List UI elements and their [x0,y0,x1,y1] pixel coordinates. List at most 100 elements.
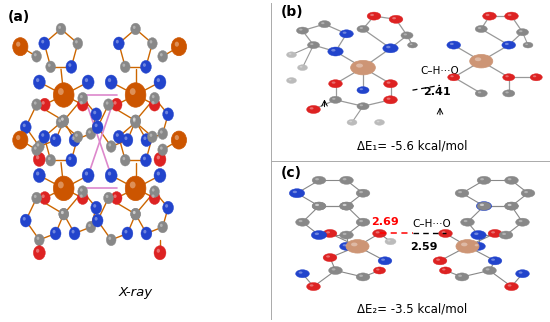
Circle shape [471,231,486,240]
Circle shape [499,231,513,239]
Text: (c): (c) [280,166,301,180]
Circle shape [315,204,319,206]
Circle shape [323,229,337,238]
Circle shape [36,156,39,159]
Circle shape [491,259,495,261]
Circle shape [329,80,342,88]
Circle shape [151,101,155,105]
Circle shape [152,188,155,192]
Circle shape [133,119,135,122]
Circle shape [478,27,481,29]
Circle shape [315,178,319,180]
Circle shape [356,189,370,197]
Circle shape [61,118,64,121]
Circle shape [113,194,117,198]
Circle shape [331,49,335,52]
Circle shape [502,233,506,235]
Circle shape [108,143,111,147]
Circle shape [68,63,72,67]
Circle shape [46,61,56,73]
Circle shape [310,284,314,287]
Circle shape [461,242,468,246]
Circle shape [85,172,88,175]
Circle shape [130,88,136,95]
Circle shape [505,202,518,210]
Circle shape [140,61,151,73]
Circle shape [351,242,358,246]
Circle shape [387,98,390,100]
Circle shape [343,204,346,206]
Circle shape [149,98,160,111]
Circle shape [59,208,69,220]
Circle shape [343,32,346,34]
Circle shape [357,25,369,33]
Circle shape [154,75,166,89]
Circle shape [299,271,303,274]
Circle shape [332,81,336,84]
Circle shape [13,38,28,56]
Circle shape [120,155,130,166]
Circle shape [53,83,74,107]
Circle shape [35,141,44,152]
Text: C–H···O: C–H···O [412,219,451,229]
Circle shape [59,208,69,220]
Circle shape [503,90,515,97]
Circle shape [133,118,135,121]
Circle shape [123,157,125,160]
Circle shape [158,51,168,62]
Circle shape [92,214,103,227]
Circle shape [351,61,375,75]
Circle shape [37,143,39,147]
Circle shape [111,192,122,204]
Circle shape [78,92,87,104]
Circle shape [383,44,398,53]
Circle shape [376,269,380,270]
Circle shape [521,189,535,197]
Text: 2.69: 2.69 [371,217,399,227]
Circle shape [505,202,518,210]
Circle shape [103,192,113,204]
Circle shape [455,189,469,197]
Circle shape [442,231,446,233]
Circle shape [340,30,353,38]
Circle shape [326,255,330,258]
Circle shape [296,218,309,226]
Circle shape [69,134,80,147]
Circle shape [157,249,160,253]
Circle shape [359,220,363,222]
Text: C–H···O: C–H···O [421,66,459,76]
Circle shape [356,218,370,226]
Circle shape [343,233,346,235]
Circle shape [478,91,481,93]
Circle shape [34,53,37,56]
Circle shape [130,182,136,188]
Circle shape [36,78,39,82]
Circle shape [53,176,74,201]
Circle shape [296,27,309,34]
Circle shape [46,155,56,166]
Circle shape [376,231,380,233]
Circle shape [524,191,528,193]
Circle shape [172,38,186,56]
Circle shape [16,135,20,140]
Circle shape [356,273,370,281]
Circle shape [346,240,369,253]
Circle shape [34,195,37,198]
Circle shape [41,133,44,137]
Circle shape [157,78,160,82]
Circle shape [113,101,117,105]
Circle shape [35,234,44,246]
Circle shape [34,101,37,105]
Circle shape [85,78,88,82]
Circle shape [505,75,509,77]
Circle shape [458,275,462,277]
Circle shape [299,220,303,222]
Circle shape [519,220,522,222]
Circle shape [154,246,166,260]
Circle shape [32,99,41,110]
Circle shape [124,230,128,233]
Circle shape [340,202,353,210]
Circle shape [72,230,75,233]
Circle shape [392,17,396,19]
Circle shape [475,25,487,33]
